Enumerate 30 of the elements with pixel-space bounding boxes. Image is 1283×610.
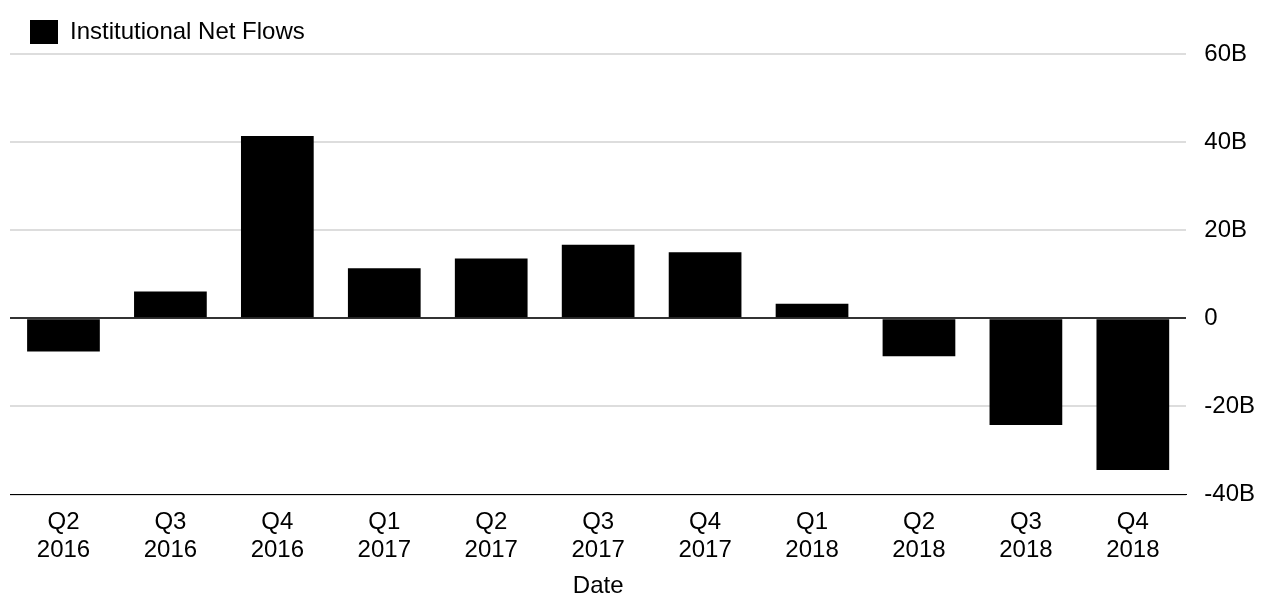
- x-tick-label: Q2 2017: [464, 506, 518, 563]
- x-tick-label: Q3 2018: [999, 506, 1053, 563]
- x-tick-label: Q1 2018: [785, 506, 839, 563]
- bar: [668, 252, 742, 318]
- x-tick-label: Q1 2017: [357, 506, 411, 563]
- x-tick-label: Q2 2018: [892, 506, 946, 563]
- bar: [240, 135, 314, 318]
- y-tick-label: 20B: [1204, 214, 1248, 242]
- y-tick-label: 0: [1204, 302, 1218, 330]
- y-tick-label: -20B: [1204, 391, 1256, 419]
- x-tick-label: Q4 2016: [250, 506, 305, 563]
- bar: [27, 319, 100, 352]
- x-tick-label: Q4 2017: [678, 506, 732, 563]
- x-tick-label: Q4 2018: [1106, 506, 1160, 563]
- x-axis-title: Date: [572, 571, 624, 599]
- bar: [134, 291, 207, 318]
- bar: [775, 303, 849, 318]
- bar: [1096, 319, 1170, 470]
- bar: [989, 319, 1063, 425]
- x-tick-label: Q3 2016: [143, 506, 198, 563]
- bar: [561, 244, 635, 318]
- x-tick-label: Q3 2017: [571, 506, 625, 563]
- legend-label: Institutional Net Flows: [70, 16, 305, 44]
- y-tick-label: -40B: [1204, 479, 1256, 507]
- bar: [347, 268, 421, 318]
- x-tick-label: Q2 2016: [36, 506, 91, 563]
- y-tick-label: 40B: [1204, 126, 1248, 154]
- bar: [454, 258, 528, 318]
- y-tick-label: 60B: [1204, 38, 1248, 66]
- bar: [882, 319, 956, 357]
